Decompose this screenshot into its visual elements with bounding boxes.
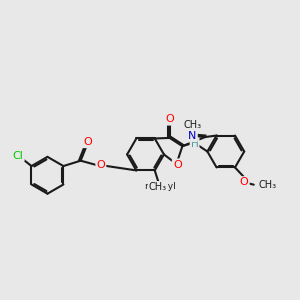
Text: Cl: Cl bbox=[13, 151, 24, 160]
Text: O: O bbox=[173, 160, 182, 170]
Text: O: O bbox=[83, 137, 92, 147]
Text: O: O bbox=[240, 177, 249, 187]
Text: O: O bbox=[165, 115, 174, 124]
Text: O: O bbox=[97, 160, 105, 170]
Text: CH₃: CH₃ bbox=[183, 120, 202, 130]
Text: CH₃: CH₃ bbox=[258, 180, 276, 190]
Text: N: N bbox=[188, 131, 197, 141]
Text: methyl: methyl bbox=[144, 182, 175, 191]
Text: CH₃: CH₃ bbox=[149, 182, 167, 192]
Text: H: H bbox=[191, 139, 199, 149]
